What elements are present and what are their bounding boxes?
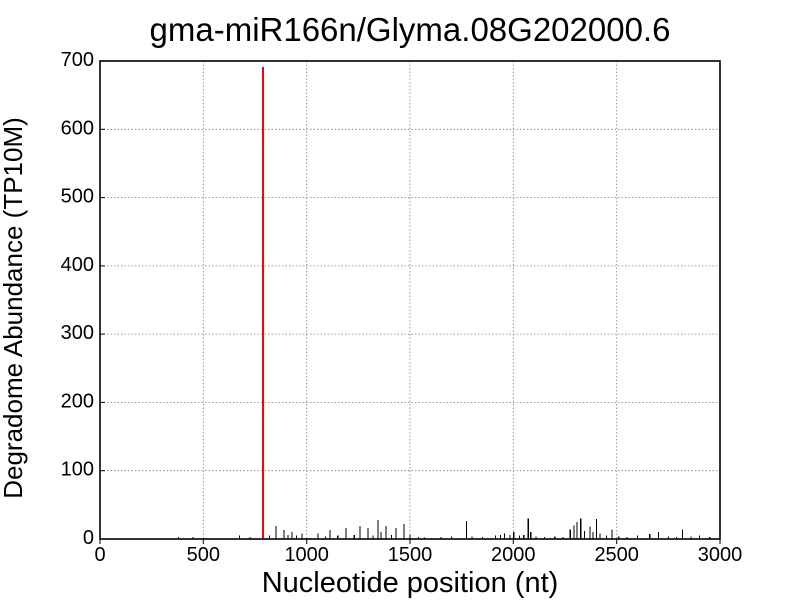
svg-text:1000: 1000 (284, 544, 329, 566)
svg-text:Nucleotide position (nt): Nucleotide position (nt) (262, 567, 559, 599)
svg-text:0: 0 (94, 544, 105, 566)
svg-text:3000: 3000 (698, 544, 743, 566)
svg-text:Degradome Abundance (TP10M): Degradome Abundance (TP10M) (0, 117, 28, 499)
svg-text:2000: 2000 (491, 544, 536, 566)
svg-text:400: 400 (61, 254, 94, 276)
svg-text:100: 100 (61, 459, 94, 481)
svg-text:200: 200 (61, 390, 94, 412)
svg-text:500: 500 (61, 186, 94, 208)
svg-text:1500: 1500 (388, 544, 433, 566)
svg-text:gma-miR166n/Glyma.08G202000.6: gma-miR166n/Glyma.08G202000.6 (150, 11, 671, 48)
svg-text:700: 700 (61, 49, 94, 71)
svg-text:600: 600 (61, 117, 94, 139)
svg-text:500: 500 (187, 544, 220, 566)
svg-text:2500: 2500 (594, 544, 639, 566)
svg-text:0: 0 (83, 527, 94, 549)
svg-text:300: 300 (61, 322, 94, 344)
